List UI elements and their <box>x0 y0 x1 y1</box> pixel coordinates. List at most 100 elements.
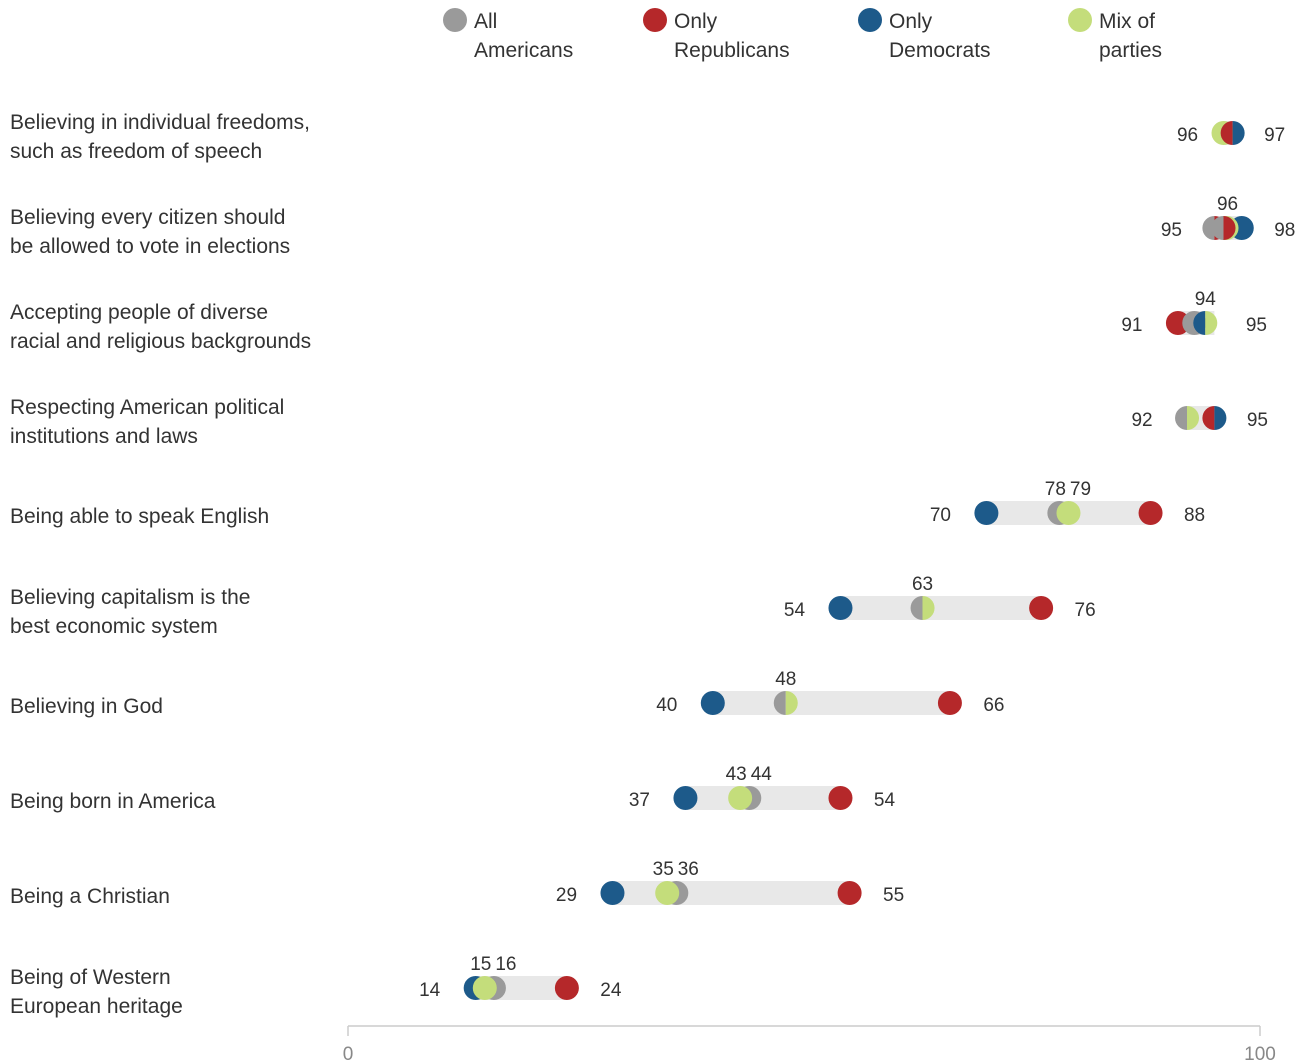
legend-swatch <box>643 8 667 32</box>
legend-label: Mix of parties <box>1099 10 1162 62</box>
data-label: 78 <box>1045 479 1066 500</box>
dot-republican <box>1029 596 1054 620</box>
data-label: 76 <box>1075 600 1096 621</box>
category-label: Believing in individual freedoms, such as… <box>10 111 310 163</box>
dot-mix <box>728 786 753 810</box>
data-label: 92 <box>1131 410 1152 431</box>
category-label: Believing in God <box>10 695 163 718</box>
dot-republican <box>1138 501 1163 525</box>
dot-democrat <box>673 786 698 810</box>
legend-label-line: Only <box>889 10 933 33</box>
dot-all-mix <box>1175 406 1200 430</box>
row: Believing capitalism is the best economic… <box>10 574 1096 638</box>
category-label-line: Being a Christian <box>10 885 170 908</box>
range-bar <box>840 596 1042 620</box>
dot-republican-democrat <box>1220 121 1245 145</box>
legend-label-line: Mix of <box>1099 10 1155 33</box>
data-label: 55 <box>883 885 904 906</box>
data-label: 97 <box>1264 125 1285 146</box>
dot-half-left <box>1175 406 1188 430</box>
legend-label-line: parties <box>1099 39 1162 62</box>
category-label-line: Being able to speak English <box>10 505 269 528</box>
legend-label: Only Republicans <box>674 10 790 62</box>
category-label-line: such as freedom of speech <box>10 140 262 163</box>
row: Being able to speak English 78 79 70 88 <box>10 479 1205 528</box>
legend-label-line: Republicans <box>674 39 790 62</box>
legend: All Americans Only Republicans Only Democrats… <box>443 8 1162 62</box>
category-label: Respecting American political institution… <box>10 396 284 448</box>
range-bar <box>712 691 950 715</box>
legend-label-line: Only <box>674 10 718 33</box>
data-label: 54 <box>874 790 896 811</box>
legend-label-line: All <box>474 10 497 33</box>
dot-mix <box>1056 501 1081 525</box>
legend-label: All Americans <box>474 10 573 62</box>
category-label-line: racial and religious backgrounds <box>10 330 311 353</box>
dot-democrat-mix <box>1193 311 1218 335</box>
legend-label: Only Democrats <box>889 10 991 62</box>
data-label: 29 <box>556 885 577 906</box>
dot-half-left <box>1202 216 1215 240</box>
dot-half-left <box>910 596 923 620</box>
dot-republican <box>837 881 862 905</box>
dot-republican <box>828 786 853 810</box>
category-label-line: Believing capitalism is the <box>10 586 250 609</box>
data-label: 94 <box>1195 289 1217 310</box>
data-label: 16 <box>495 954 516 975</box>
range-bar <box>685 786 841 810</box>
row: Being born in America 43 44 37 54 <box>10 764 895 813</box>
data-label: 88 <box>1184 505 1205 526</box>
data-label: 79 <box>1070 479 1091 500</box>
legend-swatch <box>443 8 467 32</box>
dot-half-right <box>785 691 798 715</box>
category-label-line: Respecting American political <box>10 396 284 419</box>
data-label: 63 <box>912 574 933 595</box>
dot-half-right <box>1232 121 1245 145</box>
data-label: 15 <box>470 954 491 975</box>
dot-mix <box>472 976 497 1000</box>
category-label-line: Believing in individual freedoms, <box>10 111 310 134</box>
dot-republican-democrat <box>1202 406 1227 430</box>
data-label: 70 <box>930 505 951 526</box>
row: Believing every citizen should be allowed… <box>10 194 1295 258</box>
legend-label-line: Americans <box>474 39 573 62</box>
range-bar <box>612 881 850 905</box>
data-label: 54 <box>784 600 806 621</box>
row: Believing in individual freedoms, such as… <box>10 111 1285 163</box>
category-label: Believing every citizen should be allowed… <box>10 206 290 258</box>
legend-label-line: Democrats <box>889 39 991 62</box>
dot-half-right <box>1187 406 1200 430</box>
data-label: 37 <box>629 790 650 811</box>
dot-half-right <box>1223 216 1236 240</box>
dot-mix <box>655 881 680 905</box>
dot-half-right <box>1205 311 1218 335</box>
data-label: 43 <box>726 764 747 785</box>
data-label: 36 <box>678 859 699 880</box>
category-label-line: institutions and laws <box>10 425 198 448</box>
legend-swatch <box>1068 8 1092 32</box>
data-label: 66 <box>983 695 1004 716</box>
category-label-line: Being of Western <box>10 966 171 989</box>
row: Being a Christian 35 36 29 55 <box>10 859 904 908</box>
category-label-line: Believing every citizen should <box>10 206 285 229</box>
data-label: 24 <box>600 980 622 1001</box>
x-tick-label: 0 <box>343 1044 354 1063</box>
data-label: 35 <box>653 859 674 880</box>
dot-democrat <box>700 691 725 715</box>
dot-democrat <box>828 596 853 620</box>
data-label: 48 <box>775 669 796 690</box>
dot-democrat <box>974 501 999 525</box>
dot-half-left <box>773 691 786 715</box>
row: Believing in God 48 40 66 <box>10 669 1004 718</box>
row: Being of Western European heritage 15 16 14 2… <box>10 954 622 1018</box>
row: Accepting people of diverse racial and re… <box>10 289 1267 353</box>
data-label: 98 <box>1274 220 1295 241</box>
category-label-line: be allowed to vote in elections <box>10 235 290 258</box>
dot-republican <box>937 691 962 715</box>
dot-all-mix <box>773 691 798 715</box>
category-label: Being born in America <box>10 790 216 813</box>
dot-all-mix <box>910 596 935 620</box>
dot-all-republican <box>1211 216 1236 240</box>
category-label: Accepting people of diverse racial and re… <box>10 301 311 353</box>
